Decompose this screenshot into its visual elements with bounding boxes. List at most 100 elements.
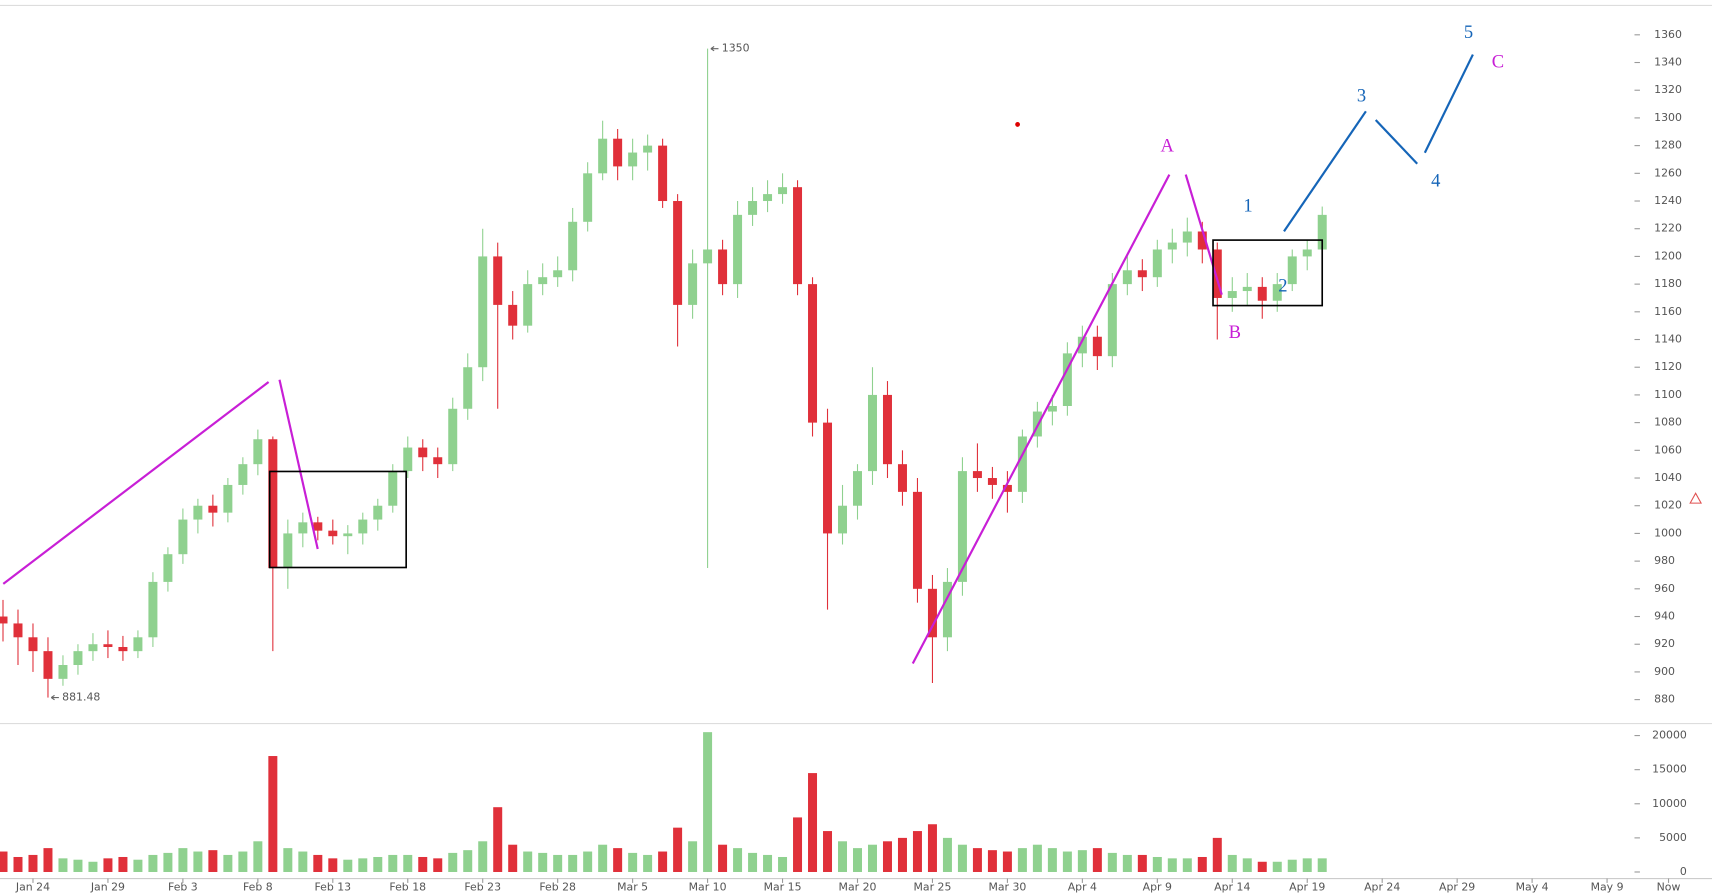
wave-label: A: [1160, 136, 1174, 157]
candle-body: [538, 277, 548, 285]
volume-bar: [838, 841, 848, 872]
x-tick-label: Jan 24: [15, 880, 50, 893]
candle-body: [1137, 270, 1147, 278]
candle-body: [73, 651, 83, 665]
volume-bar: [1272, 861, 1282, 872]
candle-body: [43, 651, 53, 679]
volume-bar: [1122, 854, 1132, 872]
volume-bar: [1032, 844, 1042, 872]
candle-body: [1107, 284, 1117, 357]
volume-bar: [748, 852, 758, 872]
candle-body: [628, 152, 638, 167]
candle-body: [733, 214, 743, 285]
volume-tick-label: 20000: [1652, 729, 1687, 742]
volume-bar: [253, 841, 263, 872]
candle-body: [1257, 286, 1267, 301]
plot: 8809009209409609801000102010401060108011…: [0, 22, 1687, 893]
y-tick-label: 1220: [1654, 222, 1682, 235]
candle-body: [133, 637, 143, 652]
wave-line: [1283, 110, 1367, 232]
volume-bar: [1302, 858, 1312, 872]
candle-body: [1017, 436, 1027, 492]
y-tick-label: 1160: [1654, 305, 1682, 318]
candle-body: [688, 263, 698, 305]
candle-body: [987, 478, 997, 485]
candle-body: [1077, 336, 1087, 354]
y-tick-label: 1320: [1654, 83, 1682, 96]
candle-body: [163, 554, 173, 582]
candle-body: [838, 505, 848, 534]
candle-body: [1287, 256, 1297, 285]
volume-bar: [343, 859, 353, 872]
volume-bar: [1062, 851, 1072, 872]
candle-body: [853, 471, 862, 506]
volume-bar: [598, 844, 608, 872]
y-tick-label: 1360: [1654, 28, 1682, 41]
x-tick-label: Feb 3: [168, 880, 198, 893]
volume-bar: [718, 844, 728, 872]
candle-body: [448, 408, 458, 465]
candle-body: [927, 588, 937, 638]
volume-bar: [298, 851, 308, 872]
candle-body: [1242, 286, 1252, 292]
candle-body: [912, 491, 922, 589]
candle-body: [1152, 249, 1162, 278]
x-tick-label: Jan 29: [90, 880, 125, 893]
candle-body: [1227, 291, 1237, 298]
volume-bar: [882, 841, 892, 872]
candle-body: [643, 145, 653, 153]
x-tick-label: Feb 28: [539, 880, 576, 893]
volume-bar: [238, 851, 248, 872]
candle-body: [1122, 270, 1132, 285]
volume-bar: [1047, 848, 1057, 872]
volume-bar: [1167, 858, 1177, 872]
trend-line: [278, 379, 319, 550]
candle-body: [178, 519, 188, 555]
x-tick-label: Apr 4: [1068, 880, 1097, 893]
candle-body: [897, 464, 907, 492]
candle-body: [583, 173, 593, 222]
volume-bar: [163, 852, 173, 872]
volume-bar: [1197, 856, 1207, 872]
volume-tick-label: 10000: [1652, 797, 1687, 810]
candle-body: [703, 249, 713, 264]
y-tick-label: 1300: [1654, 111, 1682, 124]
volume-bar: [0, 851, 8, 872]
volume-bar: [628, 852, 638, 872]
candle-body: [553, 270, 563, 278]
candle-body: [88, 644, 98, 652]
volume-bar: [927, 824, 937, 872]
candle-body: [748, 201, 758, 215]
volume-bar: [58, 858, 68, 872]
y-tick-label: 1120: [1654, 360, 1682, 373]
volume-bar: [897, 837, 907, 872]
x-tick-label: May 9: [1591, 880, 1624, 893]
volume-bar: [613, 848, 623, 872]
wave-label: 2: [1278, 275, 1287, 296]
volume-tick-label: 0: [1680, 865, 1687, 878]
volume-bar: [418, 856, 428, 872]
volume-bar: [778, 856, 788, 872]
candle-body: [493, 256, 503, 305]
candle-body: [298, 522, 308, 534]
candle-body: [0, 616, 8, 624]
volume-bar: [373, 856, 383, 872]
volume-bar: [733, 848, 743, 872]
volume-bar: [13, 856, 23, 872]
volume-bar: [763, 854, 773, 872]
volume-bar: [808, 773, 818, 872]
trend-line: [2, 381, 270, 585]
y-tick-label: 1140: [1654, 333, 1682, 346]
candle-body: [1062, 353, 1072, 407]
y-tick-label: 1020: [1654, 499, 1682, 512]
candle-body: [942, 581, 952, 638]
volume-bar: [673, 827, 683, 872]
volume-bar: [223, 854, 233, 872]
volume-bar: [1107, 852, 1117, 872]
y-tick-label: 1280: [1654, 139, 1682, 152]
candle-body: [13, 623, 23, 638]
candle-body: [867, 394, 877, 472]
x-tick-label: May 4: [1516, 880, 1549, 893]
y-tick-label: 1340: [1654, 56, 1682, 69]
y-tick-label: 980: [1654, 554, 1675, 567]
